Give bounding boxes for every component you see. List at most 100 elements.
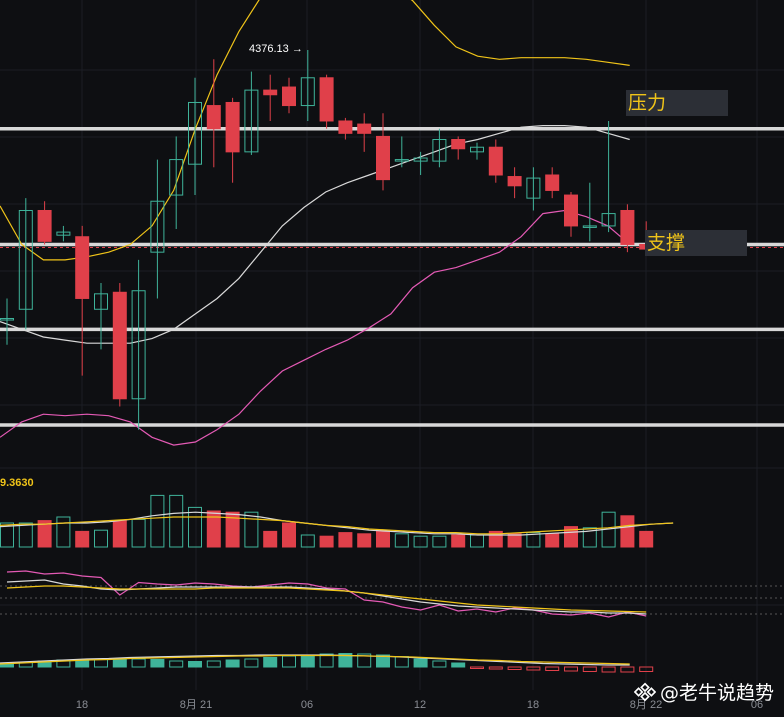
volume-bar <box>56 516 71 548</box>
support-label: 支撑 <box>645 230 747 256</box>
candle-body <box>0 318 14 321</box>
candle-body <box>56 231 71 236</box>
macd-bar <box>282 655 296 668</box>
volume-bar <box>75 530 90 548</box>
macd-bar <box>488 666 503 670</box>
candle-body <box>394 159 409 162</box>
volume-bar <box>131 518 146 548</box>
macd-bar <box>470 666 484 669</box>
volume-bar <box>357 533 372 548</box>
pressure-label: 压力 <box>626 90 728 116</box>
volume-bar <box>582 527 597 548</box>
candle-body <box>601 213 616 227</box>
candle-body <box>75 236 90 299</box>
x-tick-label: 06 <box>301 699 313 711</box>
boll-upper-line <box>0 0 630 261</box>
watermark-text: @老牛说趋势 <box>659 682 774 704</box>
volume-bar <box>300 534 315 548</box>
macd-bar <box>188 661 202 668</box>
candle-body <box>18 209 33 310</box>
macd-bar <box>376 654 390 668</box>
osc-line-white <box>6 579 647 615</box>
volume-value-label: 9.3630 <box>0 477 34 489</box>
macd-bar <box>545 666 560 671</box>
boll-mid-line <box>0 124 630 344</box>
candle-body <box>451 139 466 150</box>
macd-bar <box>639 666 654 672</box>
chart-grid <box>0 0 784 690</box>
macd-bar <box>263 657 278 668</box>
macd-bar <box>300 654 315 668</box>
oscillator-panel <box>0 570 784 618</box>
candle-body <box>244 89 259 153</box>
candle-body <box>413 157 428 162</box>
volume-bar <box>225 511 240 548</box>
candle-body <box>620 209 635 245</box>
volume-bar <box>639 530 654 548</box>
macd-bar <box>394 656 409 668</box>
candle-body <box>206 105 221 130</box>
volume-bar <box>451 534 466 548</box>
macd-bar <box>357 653 372 668</box>
x-tick-label: 8月 22 <box>630 699 662 711</box>
candle-body <box>188 101 202 165</box>
bollinger-bands <box>0 0 631 446</box>
candle-body <box>507 176 522 187</box>
volume-bar <box>507 533 522 548</box>
macd-bar <box>526 666 541 671</box>
osc-line-yellow <box>6 585 647 613</box>
candle-body <box>112 291 127 400</box>
candle-body <box>357 123 372 134</box>
macd-bar <box>413 658 428 668</box>
macd-panel <box>0 653 654 673</box>
candle-body <box>263 89 278 96</box>
macd-bar <box>225 659 240 668</box>
macd-bar <box>620 666 635 673</box>
volume-bar <box>432 535 447 548</box>
candle-body <box>37 209 52 242</box>
volume-bar <box>94 529 108 548</box>
volume-bar <box>244 511 259 548</box>
candle-body <box>582 225 597 228</box>
volume-bar <box>169 494 184 548</box>
volume-panel <box>0 494 674 548</box>
x-tick-label: 12 <box>414 699 426 711</box>
watermark: @老牛说趋势 <box>633 678 774 705</box>
macd-bar <box>131 658 146 668</box>
candle-body <box>564 194 578 227</box>
candle-body <box>319 77 334 122</box>
candle-body <box>150 200 165 253</box>
macd-bar <box>601 666 616 673</box>
volume-ma-line <box>0 516 674 535</box>
volume-bar <box>18 522 33 548</box>
macd-bar <box>94 659 108 668</box>
x-tick-label: 18 <box>76 699 88 711</box>
macd-bar <box>582 666 597 672</box>
macd-bar <box>564 666 578 672</box>
volume-bar <box>112 520 127 548</box>
candle-body <box>338 120 353 134</box>
macd-dea-line <box>0 654 630 665</box>
boll-lower-line <box>0 209 631 446</box>
volume-bar <box>0 522 14 548</box>
macd-bar <box>244 658 259 668</box>
x-axis-ticks: 18 8月 21 06 12 18 8月 22 06 <box>76 699 763 711</box>
x-tick-label: 18 <box>527 699 539 711</box>
candlestick-series <box>0 50 654 430</box>
candle-body <box>470 146 484 153</box>
macd-bar <box>338 653 353 668</box>
volume-bar <box>263 530 278 548</box>
candle-body <box>376 135 390 181</box>
candle-body <box>526 177 541 199</box>
volume-bar <box>413 535 428 548</box>
volume-bar <box>282 522 296 548</box>
macd-bar <box>319 653 334 668</box>
macd-bar <box>169 660 184 668</box>
volume-bar <box>545 533 560 548</box>
volume-bar <box>37 520 52 548</box>
volume-bar <box>338 532 353 548</box>
candle-body <box>488 146 503 176</box>
binance-logo-icon <box>633 682 656 701</box>
volume-bar <box>206 510 221 548</box>
candle-body <box>225 101 240 153</box>
